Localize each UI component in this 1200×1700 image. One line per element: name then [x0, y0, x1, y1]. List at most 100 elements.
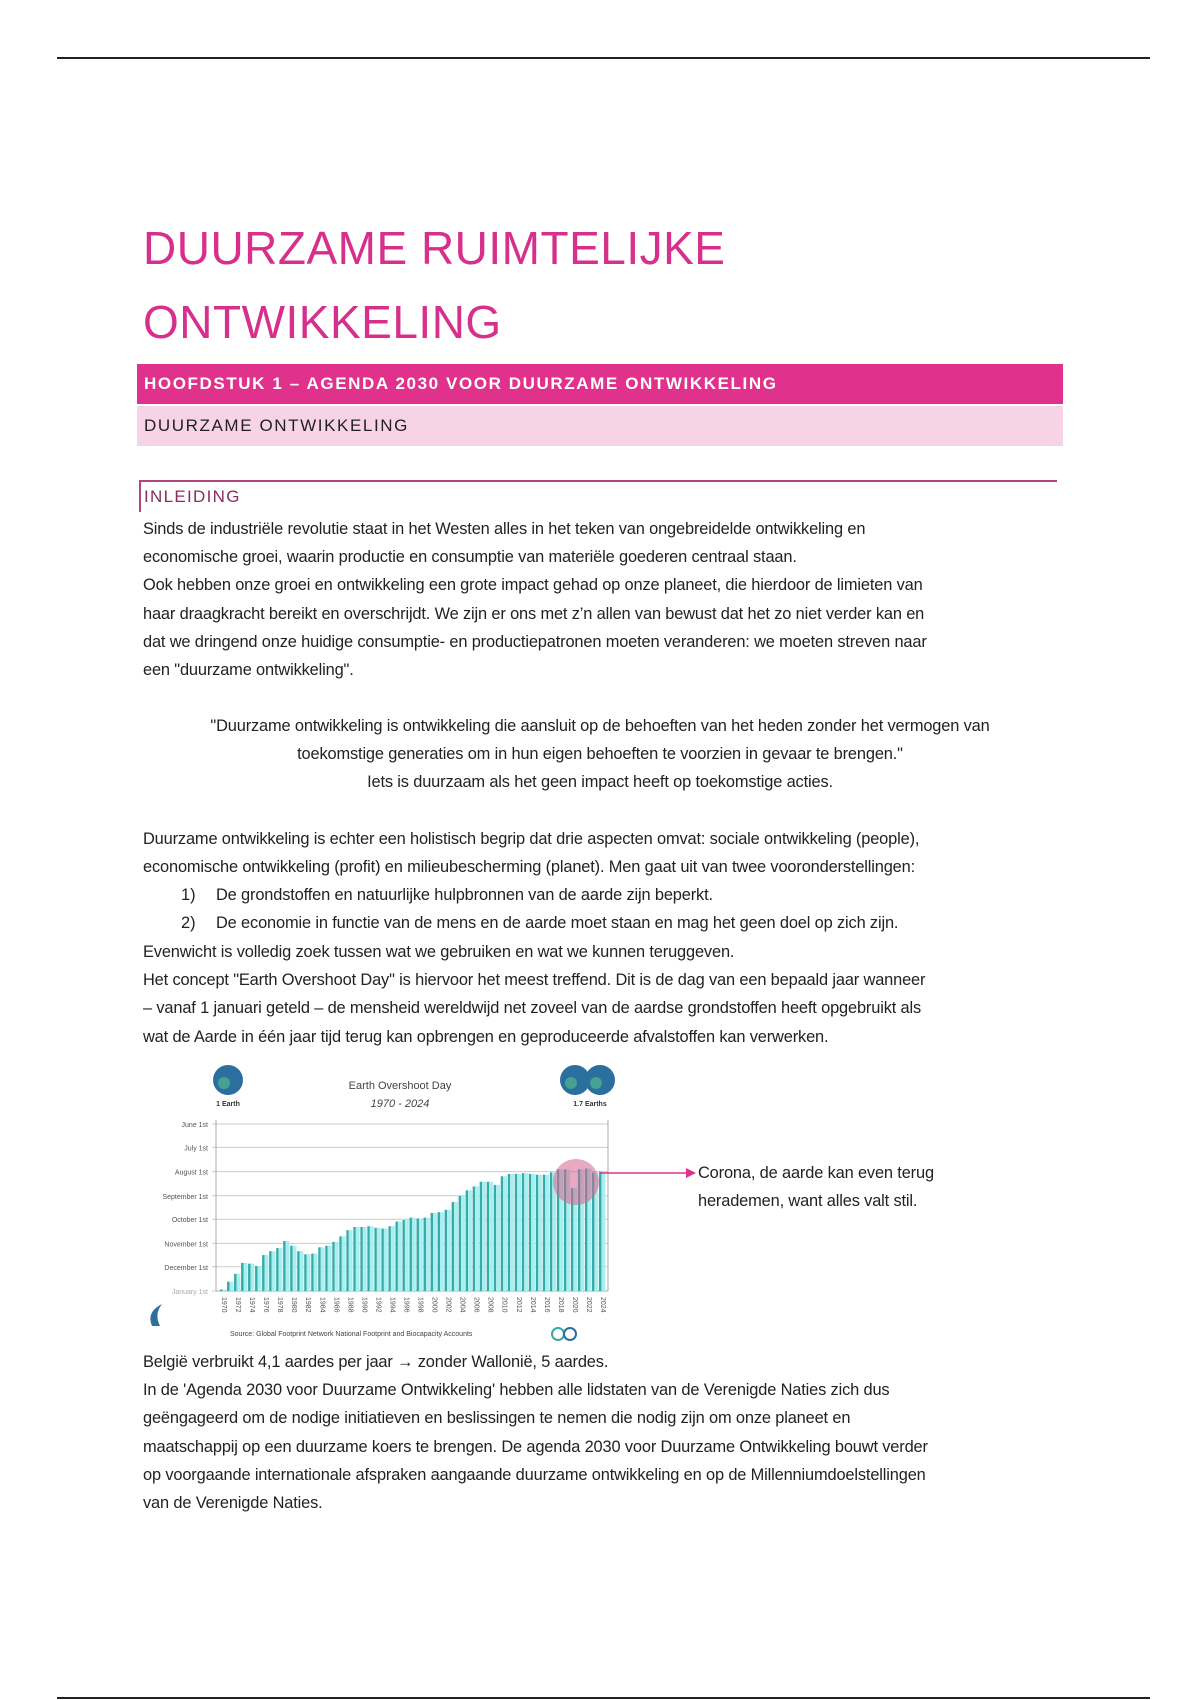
bar-fill-1972 [236, 1273, 241, 1291]
x-tick-label: 1980 [290, 1297, 297, 1313]
quote-line: "Duurzame ontwikkeling is ontwikkeling d… [210, 717, 990, 735]
bar-2018 [556, 1169, 560, 1291]
right-globe-land-icon [565, 1077, 577, 1089]
y-tick-label: August 1st [175, 1170, 208, 1177]
bar-1977 [269, 1251, 272, 1291]
text-line: wat de Aarde in één jaar tijd terug kan … [143, 1028, 829, 1046]
bar-1997 [409, 1217, 412, 1291]
text-line: België verbruikt 4,1 aardes per jaar → z… [143, 1353, 609, 1371]
bar-fill-1980 [292, 1245, 297, 1291]
quote-line: Iets is duurzaam als het geen impact hee… [367, 773, 833, 791]
text-line: een "duurzame ontwikkeling". [143, 661, 354, 679]
x-tick-label: 1972 [234, 1297, 241, 1313]
left-globe-land-icon [218, 1077, 230, 1089]
bar-1991 [367, 1226, 370, 1291]
bar-fill-1976 [264, 1255, 269, 1291]
bar-fill-2000 [433, 1212, 437, 1291]
section-heading: DUURZAME ONTWIKKELING [137, 406, 1063, 446]
bar-1981 [297, 1251, 300, 1291]
bar-fill-2019 [566, 1169, 571, 1291]
quote-line: toekomstige generaties om in hun eigen b… [297, 745, 903, 763]
x-tick-label: 1988 [346, 1297, 353, 1313]
text-line: Evenwicht is volledig zoek tussen wat we… [143, 943, 735, 961]
chart-subtitle: 1970 - 2024 [371, 1098, 430, 1110]
y-tick-label: November 1st [164, 1241, 208, 1248]
annotation-line: herademen, want alles valt stil. [698, 1192, 918, 1210]
bar-fill-1984 [320, 1247, 325, 1291]
x-tick-label: 1992 [374, 1297, 381, 1313]
bar-1986 [332, 1241, 335, 1291]
text-line: maatschappij op een duurzame koers te br… [143, 1438, 928, 1456]
bar-2024 [598, 1171, 602, 1291]
bar-fill-2022 [587, 1168, 592, 1291]
bar-1970 [220, 1289, 223, 1291]
x-tick-label: 2006 [473, 1297, 480, 1313]
x-tick-label: 1996 [402, 1297, 409, 1313]
left-globe-label: 1 Earth [216, 1101, 240, 1108]
bar-1976 [262, 1255, 265, 1291]
x-tick-label: 1986 [332, 1297, 339, 1313]
x-tick-label: 2008 [487, 1297, 494, 1313]
x-tick-label: 1998 [417, 1297, 424, 1313]
x-tick-label: 1990 [360, 1297, 367, 1313]
bar-fill-2003 [454, 1202, 458, 1291]
annotation-arrow-icon [686, 1168, 696, 1178]
bar-fill-1990 [362, 1227, 367, 1291]
y-tick-label: January 1st [172, 1289, 208, 1296]
bar-fill-1987 [341, 1236, 346, 1291]
text-line: geëngageerd om de nodige initiatieven en… [143, 1409, 851, 1427]
bar-1992 [374, 1227, 377, 1291]
bar-fill-1982 [306, 1254, 311, 1291]
text-line: Het concept "Earth Overshoot Day" is hie… [143, 971, 926, 989]
bar-1996 [402, 1219, 405, 1291]
text-line: – vanaf 1 januari geteld – de mensheid w… [143, 999, 922, 1017]
bar-fill-1986 [334, 1241, 339, 1291]
x-tick-label: 1984 [318, 1297, 325, 1313]
bar-1989 [353, 1227, 356, 1291]
bar-2008 [486, 1181, 490, 1291]
subsection-rule [139, 480, 1057, 482]
bar-fill-1992 [376, 1227, 381, 1291]
bar-fill-2006 [475, 1186, 479, 1291]
bar-2005 [465, 1190, 469, 1291]
bar-fill-2007 [482, 1181, 486, 1291]
bar-fill-2010 [503, 1176, 508, 1291]
y-tick-label: October 1st [172, 1217, 208, 1224]
x-tick-label: 1976 [262, 1297, 269, 1313]
bar-fill-2014 [531, 1173, 536, 1291]
text-line: economische groei, waarin productie en c… [143, 548, 797, 566]
bar-2001 [437, 1212, 441, 1291]
bar-2023 [591, 1172, 595, 1291]
bar-fill-1983 [313, 1253, 318, 1291]
bar-fill-2008 [489, 1181, 494, 1291]
bar-1988 [346, 1230, 349, 1291]
bar-fill-1973 [243, 1262, 248, 1291]
y-tick-label: September 1st [162, 1194, 208, 1201]
bar-fill-1985 [327, 1245, 332, 1291]
x-tick-label: 2020 [571, 1297, 578, 1313]
bar-1980 [290, 1245, 293, 1291]
y-tick-label: June 1st [182, 1122, 209, 1129]
bar-fill-2004 [461, 1195, 465, 1291]
bar-1985 [325, 1245, 328, 1291]
footer-rule [57, 1697, 1150, 1699]
bar-fill-2005 [468, 1190, 472, 1291]
y-tick-label: July 1st [184, 1145, 208, 1152]
bar-fill-2012 [517, 1173, 522, 1291]
bar-1993 [381, 1228, 384, 1291]
bar-1995 [395, 1221, 398, 1291]
bar-1984 [318, 1247, 321, 1291]
bar-fill-1977 [271, 1251, 276, 1291]
bar-fill-1970 [222, 1289, 227, 1291]
subsection-heading: INLEIDING [144, 487, 241, 506]
overshoot-logo-icon-2 [563, 1327, 577, 1341]
bar-fill-2024 [601, 1171, 606, 1291]
bar-fill-1988 [348, 1230, 353, 1291]
bar-fill-2017 [552, 1172, 557, 1291]
bar-1990 [360, 1227, 363, 1291]
right-globe-label: 1.7 Earths [573, 1101, 607, 1108]
text-line: op voorgaande internationale afspraken a… [143, 1466, 926, 1484]
subsection-bar [139, 480, 141, 512]
corona-highlight [553, 1159, 599, 1205]
chart-title: Earth Overshoot Day [349, 1080, 452, 1092]
